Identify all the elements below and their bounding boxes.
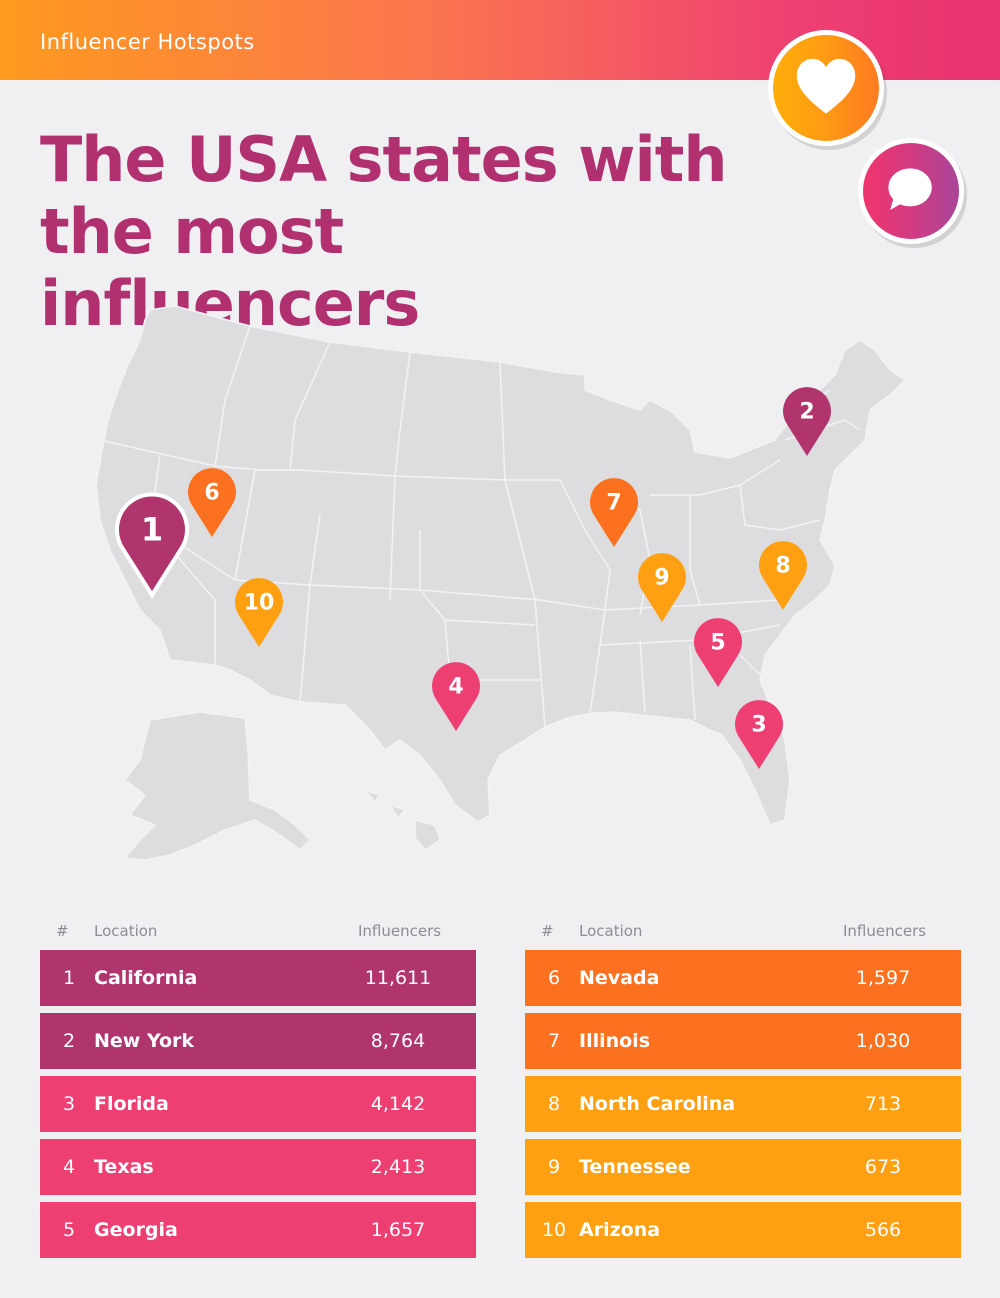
map-pin-marker [759,541,807,610]
rank-cell: 5 [62,1219,76,1241]
influencers-cell: 713 [864,1093,902,1115]
map-pin-3: 3 [735,700,783,769]
map-pin-marker [235,578,283,647]
rank-cell: 3 [62,1093,76,1115]
map-pin-marker [783,387,831,456]
rankings-table-left: # Location Influencers 1 California 11,6… [40,916,476,1265]
location-column-header: Location [579,922,643,940]
table-row: 1 California 11,611 [40,950,476,1006]
map-pin-label: 4 [448,674,463,699]
map-pin-label: 8 [775,553,790,578]
location-cell: Texas [94,1156,154,1178]
map-pin-6: 6 [188,468,236,537]
influencers-cell: 1,657 [370,1219,426,1241]
map-pin-9: 9 [638,553,686,622]
table-row: 8 North Carolina 713 [525,1076,961,1132]
map-pin-marker [638,553,686,622]
location-cell: New York [94,1030,195,1052]
map-pin-label: 2 [799,399,814,424]
table-header: # Location Influencers [525,916,961,950]
location-cell: Tennessee [579,1156,691,1178]
usa-map: 1 2 3 4 5 6 7 8 9 10 [0,280,1000,880]
influencers-column-header: Influencers [843,922,927,940]
map-pin-label: 7 [606,490,621,515]
chat-badge [858,138,964,244]
rank-column-header: # [56,922,69,940]
rankings-table-right: # Location Influencers 6 Nevada 1,597 7 … [525,916,961,1265]
usa-map-svg: 1 2 3 4 5 6 7 8 9 10 [95,305,907,861]
map-pin-marker [735,700,783,769]
map-pin-marker [432,662,480,731]
map-pin-2: 2 [783,387,831,456]
influencers-cell: 11,611 [364,967,432,989]
map-pin-label: 10 [244,590,275,615]
map-pin-label: 5 [710,630,725,655]
location-cell: Georgia [94,1219,178,1241]
map-pin-8: 8 [759,541,807,610]
location-cell: Nevada [579,967,660,989]
map-pin-marker [694,618,742,687]
map-pin-marker [590,478,638,547]
location-cell: California [94,967,198,989]
map-pin-10: 10 [235,578,283,647]
map-pin-1: 1 [115,492,189,599]
rank-column-header: # [541,922,554,940]
map-pin-label: 1 [141,511,163,549]
influencers-cell: 566 [864,1219,902,1241]
rank-cell: 8 [547,1093,561,1115]
speech-bubble-icon [888,168,932,211]
rank-cell: 1 [62,967,76,989]
heart-icon [796,58,856,114]
rank-cell: 2 [62,1030,76,1052]
location-column-header: Location [94,922,158,940]
table-row: 6 Nevada 1,597 [525,950,961,1006]
map-pin-label: 6 [204,480,219,505]
table-row: 2 New York 8,764 [40,1013,476,1069]
page-title: The USA states with the most influencers [40,124,740,340]
map-pin-4: 4 [432,662,480,731]
rank-cell: 7 [547,1030,561,1052]
banner-title: Influencer Hotspots [40,30,255,54]
influencers-column-header: Influencers [358,922,442,940]
location-cell: Illinois [579,1030,651,1052]
table-row: 5 Georgia 1,657 [40,1202,476,1258]
title-line-1: The USA states with [40,123,728,196]
rank-cell: 9 [547,1156,561,1178]
map-pin-marker [115,492,189,599]
title-line-2: the most influencers [40,195,420,340]
map-pin-7: 7 [590,478,638,547]
table-header: # Location Influencers [40,916,476,950]
table-row: 3 Florida 4,142 [40,1076,476,1132]
map-pins: 1 2 3 4 5 6 7 8 9 10 [115,387,831,769]
rank-cell: 4 [62,1156,76,1178]
heart-badge [768,30,884,146]
influencers-cell: 1,030 [855,1030,911,1052]
influencers-cell: 4,142 [370,1093,426,1115]
table-row: 4 Texas 2,413 [40,1139,476,1195]
table-row: 10 Arizona 566 [525,1202,961,1258]
influencers-cell: 8,764 [370,1030,426,1052]
table-row: 9 Tennessee 673 [525,1139,961,1195]
location-cell: North Carolina [579,1093,736,1115]
map-pin-5: 5 [694,618,742,687]
map-pin-label: 3 [751,712,766,737]
influencers-cell: 1,597 [855,967,911,989]
table-row: 7 Illinois 1,030 [525,1013,961,1069]
map-land [95,305,907,861]
map-pin-label: 9 [654,565,669,590]
influencers-cell: 673 [864,1156,902,1178]
rank-cell: 6 [547,967,561,989]
influencers-cell: 2,413 [370,1156,426,1178]
map-pin-marker [188,468,236,537]
location-cell: Arizona [579,1219,661,1241]
location-cell: Florida [94,1093,169,1115]
rank-cell: 10 [541,1219,567,1241]
